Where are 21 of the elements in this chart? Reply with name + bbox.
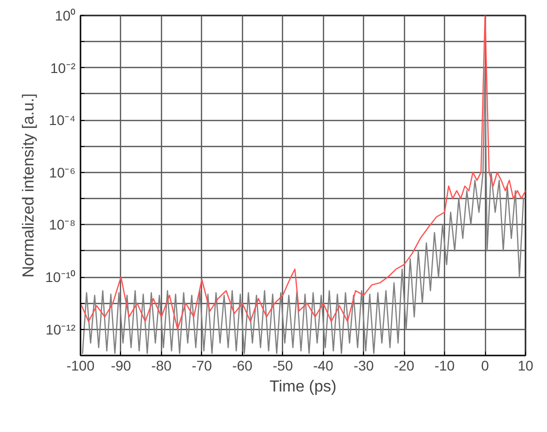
x-tick-label: -90: [110, 358, 132, 374]
x-tick-label: 0: [481, 358, 490, 374]
x-tick-label: -40: [313, 358, 334, 374]
x-tick-label: 10: [518, 358, 534, 374]
y-tick-label: 10⁰: [54, 8, 76, 24]
y-axis-title: Normalized intensity [a.u.]: [20, 93, 38, 278]
y-tick-label: 10⁻⁴: [48, 112, 76, 128]
x-tick-label: -70: [192, 358, 212, 374]
x-tick-label: -60: [232, 358, 253, 374]
y-tick-label: 10⁻⁸: [49, 216, 76, 233]
x-tick-label: -20: [394, 358, 414, 374]
x-tick-label: -10: [434, 358, 455, 374]
y-tick-label: 10⁻²: [50, 60, 76, 76]
y-tick-label: 10⁻¹⁰: [45, 269, 76, 286]
x-tick-label: -30: [354, 358, 374, 374]
x-tick-label: -50: [272, 358, 294, 374]
y-tick-label: 10⁻⁶: [49, 164, 76, 180]
x-tick-label: -100: [66, 358, 95, 374]
x-axis-title: Time (ps): [270, 378, 336, 396]
x-tick-label: -80: [151, 358, 172, 374]
y-tick-label: 10⁻¹²: [46, 321, 76, 338]
